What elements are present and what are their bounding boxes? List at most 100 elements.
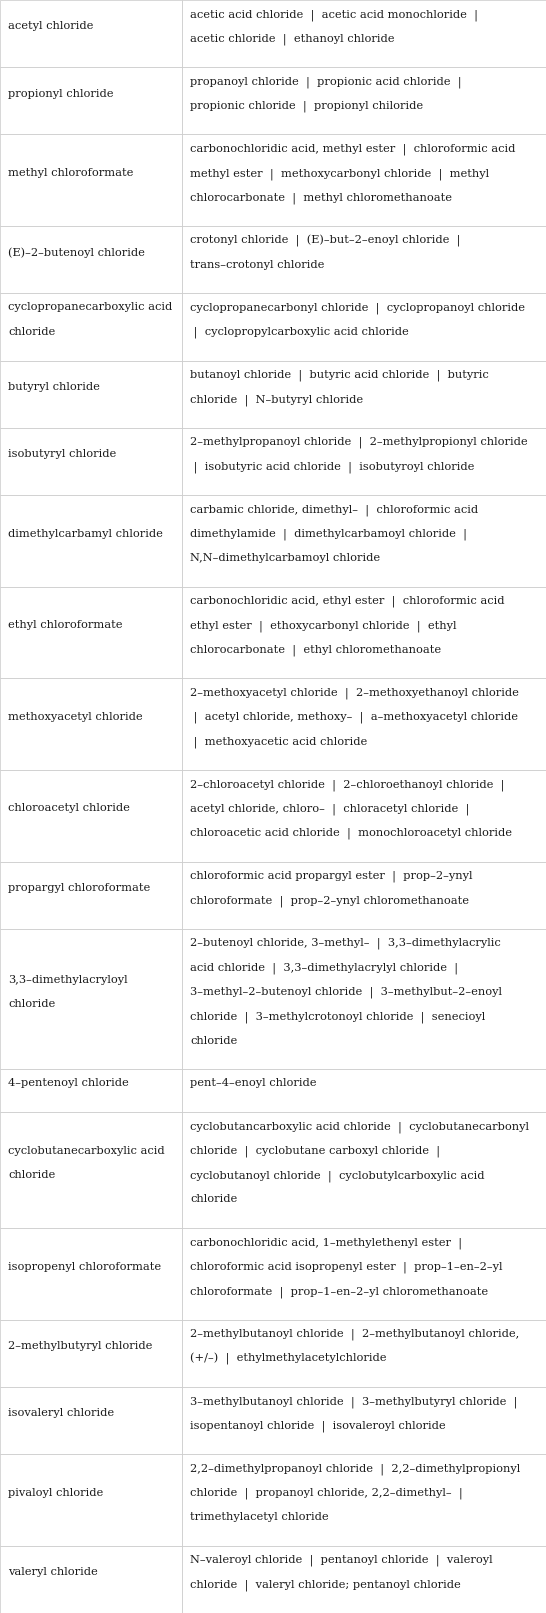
Bar (182, 769, 546, 861)
Text: isovaleryl chloride: isovaleryl chloride (8, 1408, 114, 1418)
Bar (0, 1455, 182, 1545)
Bar (0, 587, 182, 677)
Text: 4–pentenoyl chloride: 4–pentenoyl chloride (8, 1079, 129, 1089)
Bar (182, 1455, 546, 1545)
Text: chloride  |  propanoyl chloride, 2,2–dimethyl–  |: chloride | propanoyl chloride, 2,2–dimet… (190, 1487, 466, 1498)
Text: N–valeroyl chloride  |  pentanoyl chloride  |  valeroyl: N–valeroyl chloride | pentanoyl chloride… (190, 1555, 492, 1566)
Text: trans–crotonyl chloride: trans–crotonyl chloride (190, 260, 324, 269)
Bar (182, 677, 546, 769)
Text: butyryl chloride: butyryl chloride (8, 382, 100, 392)
Text: cyclopropanecarboxylic acid: cyclopropanecarboxylic acid (8, 303, 172, 313)
Text: 3,3–dimethylacryloyl: 3,3–dimethylacryloyl (8, 974, 128, 984)
Text: (+/–)  |  ethylmethylacetylchloride: (+/–) | ethylmethylacetylchloride (190, 1353, 387, 1365)
Text: methyl chloroformate: methyl chloroformate (8, 168, 133, 177)
Text: 2–methylbutyryl chloride: 2–methylbutyryl chloride (8, 1340, 152, 1352)
Text: chloride: chloride (8, 998, 55, 1010)
Bar (182, 0, 546, 68)
Text: chloride  |  cyclobutane carboxyl chloride  |: chloride | cyclobutane carboxyl chloride… (190, 1145, 444, 1157)
Text: carbonochloridic acid, 1–methylethenyl ester  |: carbonochloridic acid, 1–methylethenyl e… (190, 1237, 466, 1248)
Bar (0, 361, 182, 427)
Text: trimethylacetyl chloride: trimethylacetyl chloride (190, 1511, 329, 1523)
Text: 3–methylbutanoyl chloride  |  3–methylbutyryl chloride  |: 3–methylbutanoyl chloride | 3–methylbuty… (190, 1397, 521, 1408)
Text: isobutyryl chloride: isobutyryl chloride (8, 448, 116, 460)
Text: cyclopropanecarbonyl chloride  |  cyclopropanoyl chloride: cyclopropanecarbonyl chloride | cyclopro… (190, 303, 525, 315)
Bar (182, 1069, 546, 1111)
Bar (0, 1387, 182, 1455)
Text: cyclobutanecarboxylic acid: cyclobutanecarboxylic acid (8, 1145, 165, 1155)
Bar (182, 1111, 546, 1227)
Bar (0, 1319, 182, 1387)
Text: dimethylcarbamyl chloride: dimethylcarbamyl chloride (8, 529, 163, 539)
Text: |  acetyl chloride, methoxy–  |  a–methoxyacetyl chloride: | acetyl chloride, methoxy– | a–methoxya… (190, 711, 518, 723)
Text: carbonochloridic acid, methyl ester  |  chloroformic acid: carbonochloridic acid, methyl ester | ch… (190, 144, 515, 155)
Text: chlorocarbonate  |  ethyl chloromethanoate: chlorocarbonate | ethyl chloromethanoate (190, 645, 441, 656)
Bar (0, 769, 182, 861)
Bar (182, 1545, 546, 1613)
Text: butanoyl chloride  |  butyric acid chloride  |  butyric: butanoyl chloride | butyric acid chlorid… (190, 369, 489, 381)
Text: 2,2–dimethylpropanoyl chloride  |  2,2–dimethylpropionyl: 2,2–dimethylpropanoyl chloride | 2,2–dim… (190, 1463, 520, 1474)
Text: chloroformate  |  prop–1–en–2–yl chloromethanoate: chloroformate | prop–1–en–2–yl chloromet… (190, 1286, 488, 1297)
Bar (182, 1387, 546, 1455)
Bar (0, 1545, 182, 1613)
Text: cyclobutanoyl chloride  |  cyclobutylcarboxylic acid: cyclobutanoyl chloride | cyclobutylcarbo… (190, 1169, 484, 1182)
Text: dimethylamide  |  dimethylcarbamoyl chloride  |: dimethylamide | dimethylcarbamoyl chlori… (190, 529, 471, 540)
Text: pivaloyl chloride: pivaloyl chloride (8, 1487, 103, 1498)
Text: acetyl chloride, chloro–  |  chloracetyl chloride  |: acetyl chloride, chloro– | chloracetyl c… (190, 803, 473, 815)
Bar (0, 929, 182, 1069)
Text: propionic chloride  |  propionyl chiloride: propionic chloride | propionyl chiloride (190, 102, 423, 113)
Text: chloroformate  |  prop–2–ynyl chloromethanoate: chloroformate | prop–2–ynyl chloromethan… (190, 895, 469, 907)
Bar (182, 495, 546, 587)
Text: N,N–dimethylcarbamoyl chloride: N,N–dimethylcarbamoyl chloride (190, 553, 380, 563)
Text: 2–chloroacetyl chloride  |  2–chloroethanoyl chloride  |: 2–chloroacetyl chloride | 2–chloroethano… (190, 779, 508, 790)
Text: chlorocarbonate  |  methyl chloromethanoate: chlorocarbonate | methyl chloromethanoat… (190, 192, 452, 203)
Text: isopropenyl chloroformate: isopropenyl chloroformate (8, 1261, 161, 1271)
Bar (0, 1069, 182, 1111)
Text: carbamic chloride, dimethyl–  |  chloroformic acid: carbamic chloride, dimethyl– | chlorofor… (190, 505, 478, 516)
Text: 2–butenoyl chloride, 3–methyl–  |  3,3–dimethylacrylic: 2–butenoyl chloride, 3–methyl– | 3,3–dim… (190, 937, 501, 950)
Bar (0, 68, 182, 134)
Text: carbonochloridic acid, ethyl ester  |  chloroformic acid: carbonochloridic acid, ethyl ester | chl… (190, 595, 505, 606)
Bar (0, 134, 182, 226)
Text: 2–methylbutanoyl chloride  |  2–methylbutanoyl chloride,: 2–methylbutanoyl chloride | 2–methylbuta… (190, 1329, 519, 1340)
Bar (0, 427, 182, 495)
Bar (0, 495, 182, 587)
Text: methyl ester  |  methoxycarbonyl chloride  |  methyl: methyl ester | methoxycarbonyl chloride … (190, 168, 489, 179)
Bar (0, 1111, 182, 1227)
Text: chloride: chloride (8, 327, 55, 337)
Text: cyclobutancarboxylic acid chloride  |  cyclobutanecarbonyl: cyclobutancarboxylic acid chloride | cyc… (190, 1121, 529, 1132)
Bar (0, 861, 182, 929)
Bar (182, 1319, 546, 1387)
Bar (0, 1227, 182, 1319)
Text: ethyl ester  |  ethoxycarbonyl chloride  |  ethyl: ethyl ester | ethoxycarbonyl chloride | … (190, 621, 456, 632)
Text: 3–methyl–2–butenoyl chloride  |  3–methylbut–2–enoyl: 3–methyl–2–butenoyl chloride | 3–methylb… (190, 987, 502, 998)
Text: chloroformic acid propargyl ester  |  prop–2–ynyl: chloroformic acid propargyl ester | prop… (190, 871, 472, 882)
Bar (0, 226, 182, 294)
Bar (182, 1227, 546, 1319)
Text: acetic chloride  |  ethanoyl chloride: acetic chloride | ethanoyl chloride (190, 34, 395, 45)
Text: propionyl chloride: propionyl chloride (8, 89, 114, 98)
Bar (0, 294, 182, 361)
Text: chloride  |  valeryl chloride; pentanoyl chloride: chloride | valeryl chloride; pentanoyl c… (190, 1579, 461, 1590)
Bar (182, 294, 546, 361)
Text: propanoyl chloride  |  propionic acid chloride  |: propanoyl chloride | propionic acid chlo… (190, 76, 465, 87)
Bar (182, 929, 546, 1069)
Text: crotonyl chloride  |  (E)–but–2–enoyl chloride  |: crotonyl chloride | (E)–but–2–enoyl chlo… (190, 235, 464, 247)
Text: ethyl chloroformate: ethyl chloroformate (8, 621, 122, 631)
Bar (0, 0, 182, 68)
Text: chloroacetic acid chloride  |  monochloroacetyl chloride: chloroacetic acid chloride | monochloroa… (190, 827, 512, 839)
Text: chloride: chloride (190, 1195, 238, 1205)
Text: chloride  |  N–butyryl chloride: chloride | N–butyryl chloride (190, 394, 363, 405)
Text: methoxyacetyl chloride: methoxyacetyl chloride (8, 711, 143, 723)
Bar (182, 861, 546, 929)
Text: pent–4–enoyl chloride: pent–4–enoyl chloride (190, 1079, 317, 1089)
Text: valeryl chloride: valeryl chloride (8, 1568, 98, 1578)
Text: chloride  |  3–methylcrotonoyl chloride  |  senecioyl: chloride | 3–methylcrotonoyl chloride | … (190, 1011, 485, 1023)
Text: acetyl chloride: acetyl chloride (8, 21, 93, 31)
Text: |  methoxyacetic acid chloride: | methoxyacetic acid chloride (190, 736, 367, 748)
Text: |  isobutyric acid chloride  |  isobutyroyl chloride: | isobutyric acid chloride | isobutyroyl… (190, 461, 474, 473)
Text: acetic acid chloride  |  acetic acid monochloride  |: acetic acid chloride | acetic acid monoc… (190, 10, 482, 21)
Bar (182, 361, 546, 427)
Bar (182, 427, 546, 495)
Text: 2–methoxyacetyl chloride  |  2–methoxyethanoyl chloride: 2–methoxyacetyl chloride | 2–methoxyetha… (190, 687, 519, 698)
Bar (182, 226, 546, 294)
